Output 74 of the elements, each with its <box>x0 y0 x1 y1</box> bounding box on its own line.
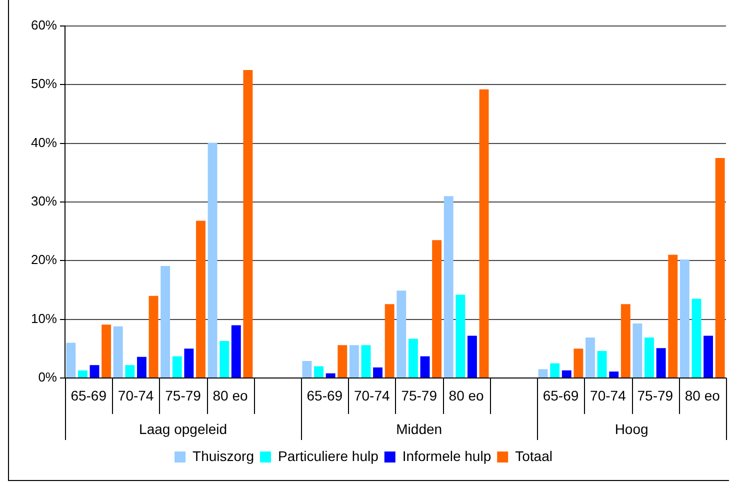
text: Midden <box>396 420 442 437</box>
bar <box>349 345 359 378</box>
bar <box>102 324 112 378</box>
y-tick-label: 40% <box>30 134 58 150</box>
bar <box>562 370 572 378</box>
bar <box>550 363 560 378</box>
x-tick-label: 65-69 <box>306 387 343 404</box>
bar <box>704 336 713 378</box>
bar <box>432 240 442 378</box>
y-tick-label: 60% <box>30 18 58 33</box>
bar <box>361 345 371 378</box>
y-tick-label: 10% <box>30 310 58 326</box>
bar <box>148 296 158 378</box>
bar <box>620 304 630 378</box>
bar <box>715 158 725 378</box>
bar <box>396 290 406 378</box>
bar <box>467 336 477 378</box>
bar <box>231 325 241 378</box>
bar <box>692 298 702 378</box>
bar <box>160 266 170 378</box>
bar <box>586 338 595 378</box>
bar <box>208 142 218 378</box>
bar <box>656 348 666 378</box>
bar <box>456 294 466 378</box>
bar <box>302 360 312 378</box>
bar <box>137 356 146 378</box>
x-tick-label: 70-74 <box>590 387 626 404</box>
bar <box>196 220 206 378</box>
bar <box>90 365 100 378</box>
text: Laag opgeleid <box>139 420 228 437</box>
bar <box>420 356 430 378</box>
bar <box>408 338 418 378</box>
x-tick-label: 70-74 <box>118 387 154 404</box>
bar <box>243 70 253 378</box>
bar <box>444 196 454 378</box>
y-tick-label: 50% <box>30 76 58 92</box>
bar <box>113 326 123 378</box>
bar <box>172 356 182 378</box>
bar <box>668 254 678 378</box>
bar <box>184 348 194 378</box>
x-tick-label: 75-79 <box>637 387 674 404</box>
bar <box>314 366 324 378</box>
bar <box>479 89 489 378</box>
bar <box>338 345 348 378</box>
x-tick-label: 80 eo <box>212 387 248 404</box>
bar <box>680 259 690 378</box>
x-tick-label: 65-69 <box>70 387 107 404</box>
bar <box>644 338 654 378</box>
bar <box>78 370 88 378</box>
bar <box>574 348 584 378</box>
bar <box>609 372 619 378</box>
bar <box>326 373 336 378</box>
legend-label: Particuliere hulp <box>278 448 379 464</box>
bar <box>220 341 230 378</box>
bar <box>373 367 383 378</box>
bar <box>125 365 135 378</box>
x-tick-label: 75-79 <box>401 387 438 404</box>
legend-label: Totaal <box>515 448 552 464</box>
bar <box>538 369 548 378</box>
x-tick-label: 80 eo <box>684 387 720 404</box>
x-tick-label: 70-74 <box>354 387 390 404</box>
bar <box>66 342 76 378</box>
bar <box>384 304 394 378</box>
legend-label: Thuiszorg <box>192 448 254 464</box>
legend-label: Informele hulp <box>402 448 492 464</box>
x-tick-label: 75-79 <box>165 387 202 404</box>
y-tick-label: 20% <box>30 252 58 268</box>
text: Hoog <box>614 420 648 437</box>
bar <box>632 323 642 378</box>
bar <box>597 351 607 378</box>
y-tick-label: 0% <box>38 370 58 385</box>
x-tick-label: 80 eo <box>448 387 484 404</box>
x-tick-label: 65-69 <box>542 387 579 404</box>
y-tick-label: 30% <box>30 194 58 209</box>
